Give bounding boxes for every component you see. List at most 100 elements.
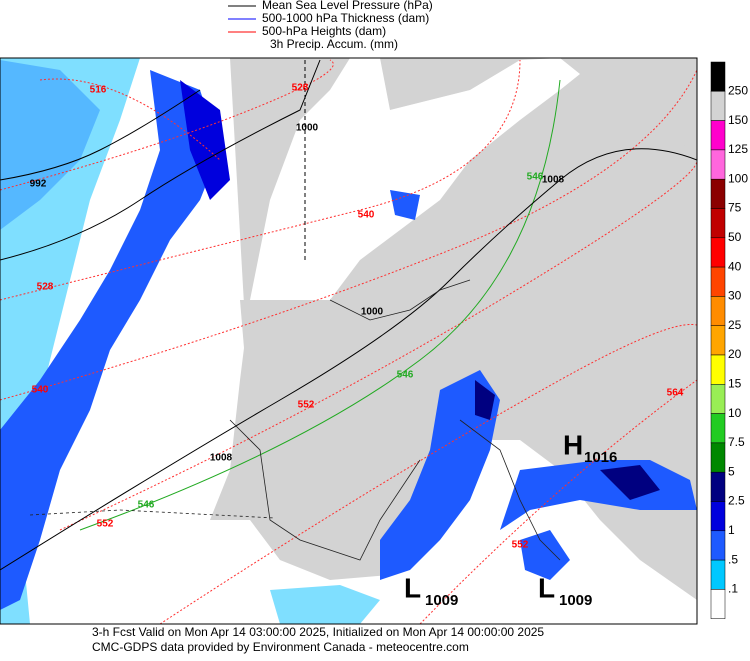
colorbar-label: 2.5: [728, 494, 745, 508]
coast: [329, 279, 471, 321]
pressure-letter: H: [563, 429, 583, 460]
colorbar-box: [710, 266, 726, 297]
colorbar-box: [710, 237, 726, 268]
colorbar-box: [710, 91, 726, 121]
colorbar-label: 150: [728, 113, 748, 127]
precip: [475, 380, 495, 420]
legend-label: 3h Precip. Accum. (mm): [270, 37, 398, 51]
coastlines: [29, 279, 561, 561]
legend-label: 500-hPa Heights (dam): [262, 24, 386, 38]
contour-label: 528: [37, 282, 54, 293]
colorbar-box: [710, 559, 726, 590]
precip: [0, 60, 100, 230]
thickness-contours: [79, 79, 561, 531]
colorbar-label: 7.5: [728, 435, 745, 449]
colorbar-label: 20: [728, 347, 742, 361]
colorbar-label: 30: [728, 289, 742, 303]
colorbar-label: 5: [728, 464, 735, 478]
contour-label: 1000: [296, 123, 319, 134]
colorbar-box: [710, 471, 726, 502]
colorbar-label: 10: [728, 406, 742, 420]
land: [380, 58, 697, 150]
colorbar-box: [710, 61, 726, 92]
colorbar-label: 250: [728, 83, 748, 97]
precip: [180, 80, 230, 200]
contour-label: 552: [298, 400, 315, 411]
land: [240, 300, 470, 480]
legend-label: Mean Sea Level Pressure (hPa): [262, 0, 433, 12]
map-labels: 516 5281000992528540540100055254610085465…: [30, 83, 684, 609]
contour-label: 528: [292, 83, 309, 94]
colorbar-box: [710, 149, 726, 180]
contour-label: 540: [32, 385, 49, 396]
colorbar-box: [710, 120, 726, 151]
colorbar: 250 150 125 100 75 50 40 30 25 20 15 10 7.5 5 2.5 1 .5 .1: [710, 61, 748, 619]
pressure-contours: [0, 59, 697, 571]
contour-label: 546: [397, 370, 414, 381]
colorbar-box: [710, 530, 726, 561]
precip: [390, 190, 420, 220]
precip: [270, 585, 380, 624]
map-frame: [0, 57, 698, 625]
contour-label: 1000: [361, 307, 384, 318]
pressure-value: 1009: [559, 592, 592, 609]
precip: [600, 465, 660, 500]
coast: [229, 419, 421, 561]
contour-label: 546: [527, 172, 544, 183]
precip: [380, 370, 500, 580]
height-contours: [0, 59, 697, 624]
contour-label: 552: [97, 519, 114, 530]
contour: [0, 59, 334, 191]
precip: [520, 530, 570, 580]
contour: [419, 379, 697, 624]
map: [0, 58, 697, 624]
contour-label: 540: [358, 210, 375, 221]
contour: [79, 79, 561, 531]
contour-label: 564: [667, 388, 684, 399]
border: [29, 509, 276, 519]
colorbar-box: [710, 296, 726, 326]
contour: [0, 148, 697, 571]
colorbar-label: 40: [728, 259, 742, 273]
contour: [0, 59, 321, 261]
precip: [0, 70, 220, 610]
colorbar-box: [710, 384, 726, 414]
colorbar-box: [710, 501, 726, 532]
colorbar-label: 75: [728, 201, 742, 215]
colorbar-label: .1: [728, 582, 738, 596]
footer-line: 3-h Fcst Valid on Mon Apr 14 03:00:00 20…: [92, 625, 544, 639]
pressure-value: 1016: [584, 449, 617, 466]
coast: [459, 419, 561, 561]
colorbar-box: [710, 178, 726, 209]
legend-label: 500-1000 hPa Thickness (dam): [262, 11, 429, 25]
pressure-letter: L: [538, 572, 555, 603]
contour-label: 516: [90, 85, 107, 96]
contour: [0, 89, 201, 181]
colorbar-box: [710, 589, 726, 619]
colorbar-box: [710, 413, 726, 444]
colorbar-label: 125: [728, 142, 748, 156]
colorbar-label: 25: [728, 318, 742, 332]
contour: [0, 69, 697, 401]
colorbar-box: [710, 208, 726, 239]
contour-label: 546: [138, 500, 155, 511]
colorbar-box: [710, 442, 726, 473]
contour-label: 1008: [210, 453, 233, 464]
legend: Mean Sea Level Pressure (hPa)500-1000 hP…: [228, 0, 433, 51]
colorbar-box: [710, 354, 726, 385]
colorbar-label: 1: [728, 523, 735, 537]
pressure-value: 1009: [425, 592, 458, 609]
contour-label: 1008: [542, 175, 565, 186]
footer-line: CMC-GDPS data provided by Environment Ca…: [92, 640, 469, 654]
pressure-letter: L: [404, 572, 421, 603]
contour-label: 552: [512, 540, 529, 551]
colorbar-label: .5: [728, 552, 738, 566]
contour: [59, 159, 697, 531]
colorbar-label: 15: [728, 376, 742, 390]
contour-label: 992: [30, 179, 47, 190]
colorbar-box: [710, 325, 726, 356]
contour: [0, 59, 521, 301]
colorbar-label: 100: [728, 171, 748, 185]
footer: 3-h Fcst Valid on Mon Apr 14 03:00:00 20…: [92, 625, 544, 654]
